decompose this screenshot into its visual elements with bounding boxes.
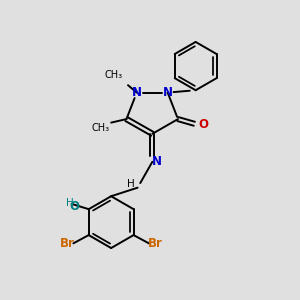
Text: N: N [163,86,173,99]
Text: H: H [127,179,135,189]
Text: O: O [198,118,208,131]
Text: CH₃: CH₃ [92,123,110,133]
Text: CH₃: CH₃ [105,70,123,80]
Text: N: N [152,155,162,168]
Text: N: N [132,86,142,99]
Text: Br: Br [148,237,163,250]
Text: O: O [70,200,80,213]
Text: H: H [66,198,74,208]
Text: Br: Br [59,237,74,250]
